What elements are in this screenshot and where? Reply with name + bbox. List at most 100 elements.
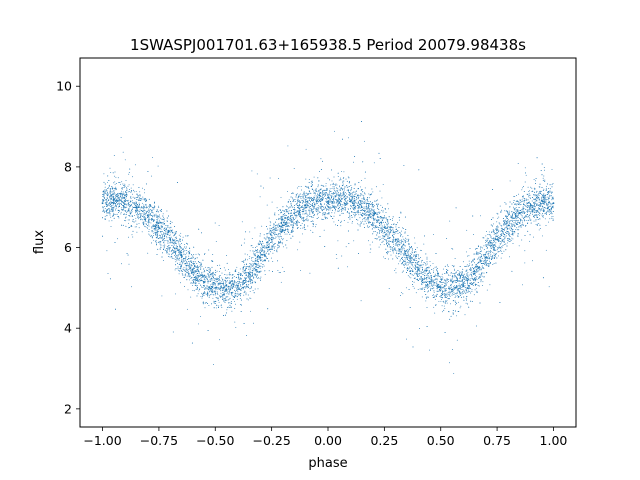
data-point <box>344 197 346 199</box>
data-point <box>529 208 531 210</box>
data-point <box>208 268 210 270</box>
data-point <box>483 245 485 247</box>
data-point <box>381 197 383 199</box>
data-point <box>462 278 464 280</box>
data-point <box>346 195 348 197</box>
data-point <box>254 264 256 265</box>
data-point <box>431 280 433 282</box>
data-point <box>518 213 520 215</box>
data-point <box>335 191 337 193</box>
data-point <box>280 217 282 219</box>
data-point <box>503 223 505 225</box>
data-point <box>433 272 434 273</box>
data-point <box>135 190 137 192</box>
data-point <box>349 215 351 217</box>
data-point <box>133 191 135 193</box>
data-point <box>308 196 310 198</box>
data-point <box>529 204 531 206</box>
data-point <box>483 259 485 261</box>
data-point <box>219 275 221 277</box>
data-point <box>533 220 535 222</box>
data-point <box>415 271 417 273</box>
data-point <box>128 227 130 229</box>
data-point <box>346 202 348 204</box>
data-point <box>403 256 405 258</box>
data-point <box>417 275 418 277</box>
data-point <box>513 224 515 226</box>
data-point <box>151 227 153 229</box>
data-point <box>119 198 121 200</box>
data-point <box>328 192 330 194</box>
data-point <box>304 196 306 198</box>
data-point <box>466 287 468 289</box>
data-point <box>531 210 533 212</box>
data-point <box>335 205 336 207</box>
data-point <box>289 219 290 221</box>
data-point <box>392 228 394 230</box>
data-point <box>436 281 438 283</box>
data-point <box>377 222 379 223</box>
data-point <box>158 207 160 209</box>
data-point <box>509 206 511 208</box>
data-point <box>486 240 488 242</box>
data-point <box>104 215 106 217</box>
data-point <box>182 251 184 253</box>
data-point <box>212 281 214 283</box>
data-point <box>391 248 393 250</box>
data-point <box>316 214 318 216</box>
data-point <box>467 284 469 286</box>
data-point <box>148 225 150 227</box>
data-point <box>202 294 204 296</box>
data-point <box>497 236 499 237</box>
data-point <box>250 275 252 277</box>
data-point <box>452 289 454 291</box>
data-point <box>143 212 145 214</box>
data-point <box>192 270 194 272</box>
data-point <box>335 224 336 226</box>
data-point <box>436 268 438 270</box>
data-point <box>347 186 349 188</box>
data-point <box>527 207 529 208</box>
data-point <box>232 299 234 300</box>
data-point <box>296 216 298 218</box>
data-point <box>404 239 406 241</box>
data-point <box>532 209 534 211</box>
data-point <box>511 230 513 232</box>
data-point <box>143 217 145 219</box>
data-point <box>340 187 342 189</box>
data-point <box>310 209 312 211</box>
data-point <box>441 287 443 289</box>
data-point <box>111 191 113 193</box>
data-point <box>360 213 362 215</box>
data-point <box>504 220 506 222</box>
data-point <box>533 179 535 181</box>
data-point <box>482 254 484 256</box>
data-point <box>301 222 303 224</box>
data-point <box>219 296 221 297</box>
data-point <box>542 208 544 210</box>
data-point <box>347 137 349 139</box>
data-point <box>314 202 316 204</box>
data-point <box>448 291 450 293</box>
data-point <box>322 209 324 210</box>
data-point <box>343 209 345 211</box>
data-point <box>193 281 195 283</box>
data-point <box>514 196 516 198</box>
data-point <box>126 191 128 193</box>
data-point <box>118 181 120 183</box>
data-point <box>326 202 327 203</box>
data-point <box>545 225 547 226</box>
data-point <box>409 260 410 262</box>
data-point <box>105 189 107 191</box>
data-point <box>223 267 225 269</box>
data-point <box>520 214 522 216</box>
data-point <box>461 292 463 294</box>
data-point <box>196 288 198 290</box>
data-point <box>273 230 275 232</box>
data-point <box>544 195 546 197</box>
data-point <box>248 274 250 276</box>
data-point <box>195 266 197 268</box>
data-point <box>497 231 499 233</box>
data-point <box>524 211 526 213</box>
